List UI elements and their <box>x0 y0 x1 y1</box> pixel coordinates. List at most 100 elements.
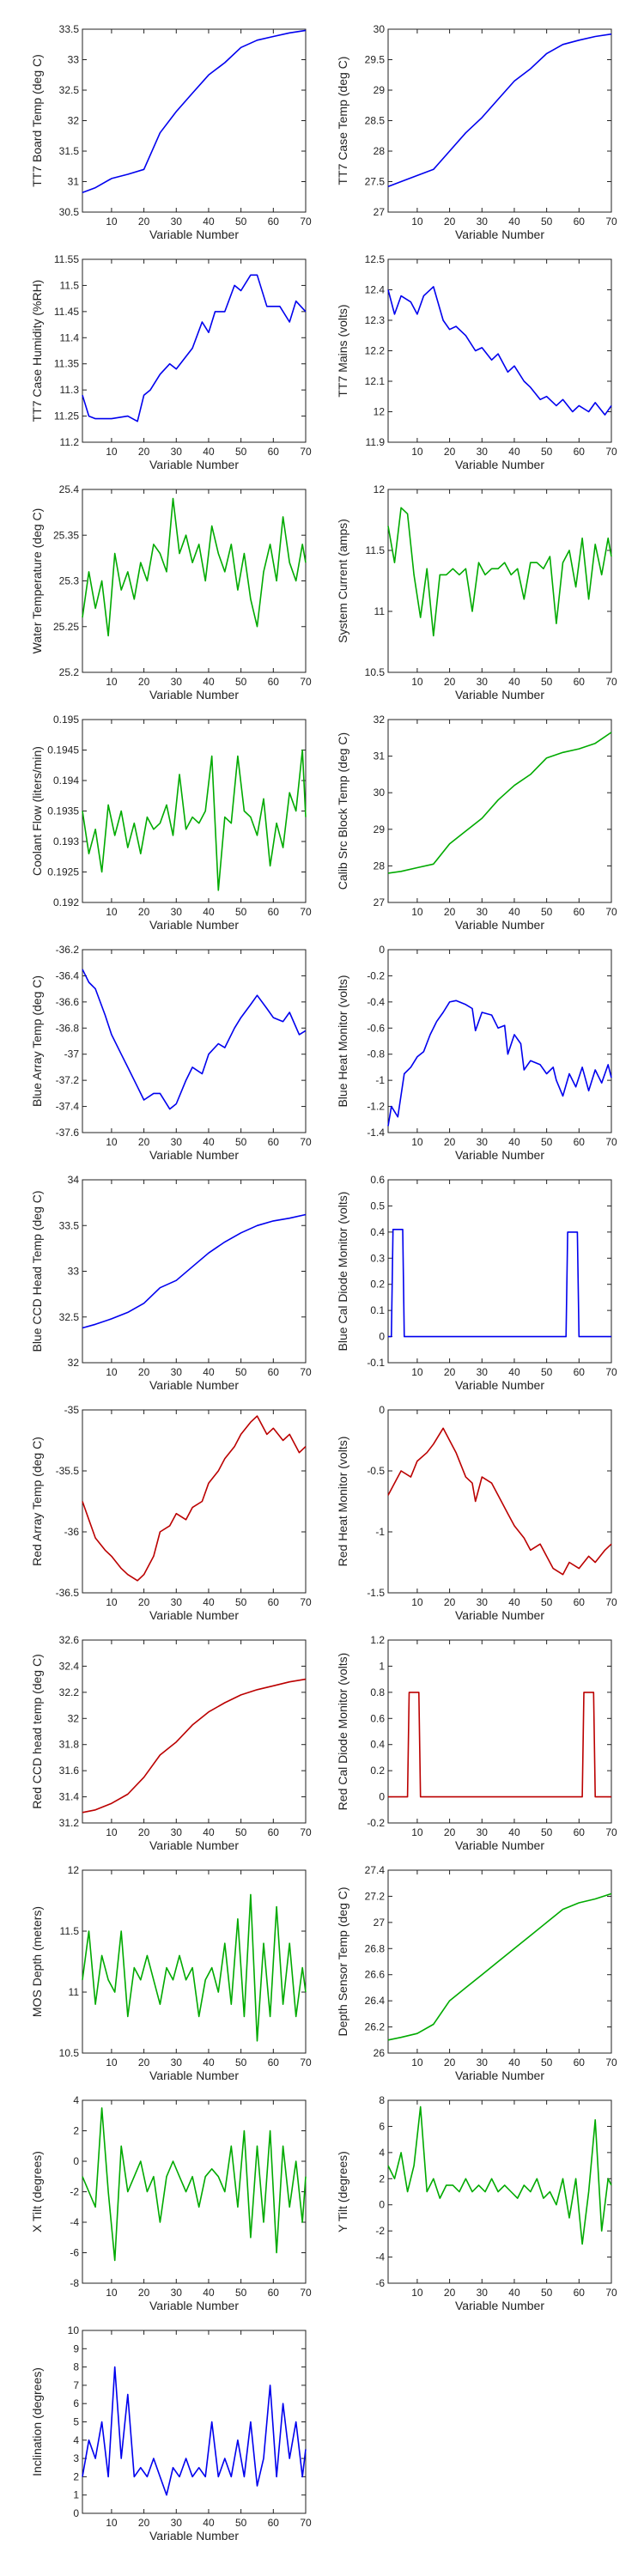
x-tick-label: 30 <box>171 2287 183 2299</box>
plot-frame <box>82 28 307 213</box>
series-line <box>388 1229 611 1338</box>
x-tick-label: 20 <box>444 2057 456 2069</box>
y-tick-label: 4 <box>73 2434 79 2446</box>
chart-panel: 10 20 30 40 50 60 70 -37.6 -37.4 -37.2 -37 -36.8 -36… <box>30 944 312 1162</box>
x-axis-label: Variable Number <box>149 2529 239 2543</box>
y-tick-label: 12.2 <box>365 345 386 357</box>
plot-frame <box>387 1179 612 1364</box>
x-tick-label: 10 <box>411 2057 423 2069</box>
x-tick-label: 50 <box>541 446 553 458</box>
x-tick-label: 70 <box>300 1596 312 1608</box>
x-tick-label: 40 <box>508 216 520 228</box>
series-line <box>82 1415 307 1582</box>
chart-panel: 10 20 30 40 50 60 70 27 28 29 30 31 32 Variable Numbe… <box>336 714 617 932</box>
y-tick-label: 2 <box>73 2125 79 2137</box>
y-tick-label: 10.5 <box>59 2047 80 2059</box>
y-tick-label: 11.5 <box>366 544 386 556</box>
y-axis-label: System Current (amps) <box>336 519 349 643</box>
x-axis-label: Variable Number <box>149 2069 239 2082</box>
y-tick-label: 32.5 <box>59 84 80 96</box>
x-tick-label: 70 <box>605 1826 617 1838</box>
x-tick-label: 60 <box>268 2517 280 2529</box>
y-axis-label: Calib Src Block Temp (deg C) <box>336 732 349 890</box>
y-tick-label: 27 <box>374 896 386 908</box>
x-tick-label: 20 <box>444 906 456 918</box>
y-tick-label: -37.2 <box>56 1074 80 1086</box>
x-tick-label: 70 <box>605 676 617 688</box>
x-tick-label: 70 <box>605 906 617 918</box>
x-axis-label: Variable Number <box>149 1148 239 1162</box>
x-tick-label: 10 <box>106 1596 118 1608</box>
y-tick-label: 31.8 <box>59 1739 80 1751</box>
x-tick-label: 50 <box>541 906 553 918</box>
x-tick-label: 30 <box>171 446 183 458</box>
y-tick-label: -35.5 <box>56 1465 80 1477</box>
y-axis-label: Blue Heat Monitor (volts) <box>336 975 349 1107</box>
y-tick-label: 0 <box>379 1331 385 1343</box>
x-tick-label: 20 <box>444 1136 456 1148</box>
x-tick-label: 30 <box>477 446 489 458</box>
x-tick-label: 20 <box>444 2287 456 2299</box>
chart-panel: 10 20 30 40 50 60 702727.52828.52929.530Variab… <box>336 23 617 241</box>
plot-frame <box>82 1869 307 2054</box>
x-tick-label: 20 <box>138 2287 150 2299</box>
series-line <box>387 732 612 874</box>
y-tick-label: 11.35 <box>54 358 79 370</box>
y-tick-label: -37.4 <box>56 1101 80 1113</box>
x-tick-label: 30 <box>171 1826 183 1838</box>
y-tick-label: 12.4 <box>365 284 386 296</box>
x-axis-label: Variable Number <box>149 1608 239 1622</box>
plot-frame <box>82 719 307 903</box>
y-tick-label: 0.2 <box>370 1279 385 1291</box>
x-axis-label: Variable Number <box>455 918 544 932</box>
y-axis-label: Red Cal Diode Monitor (volts) <box>336 1653 349 1811</box>
x-tick-label: 40 <box>203 1136 215 1148</box>
chart-panel: 10 20 30 40 50 60 70 30.5 31 31.5 32 32.5 33 33.5 Vari… <box>30 23 312 241</box>
x-tick-label: 60 <box>574 1136 586 1148</box>
x-tick-label: 40 <box>203 216 215 228</box>
x-axis-label: Variable Number <box>455 1838 544 1852</box>
y-tick-label: 0.194 <box>53 775 79 787</box>
x-tick-label: 10 <box>411 1596 423 1608</box>
x-tick-label: 60 <box>574 2287 586 2299</box>
x-tick-label: 10 <box>411 2287 423 2299</box>
x-tick-label: 50 <box>541 1596 553 1608</box>
y-tick-label: 3 <box>73 2452 79 2464</box>
y-tick-label: 11.5 <box>60 279 80 291</box>
y-tick-label: -37 <box>64 1048 80 1060</box>
x-tick-label: 30 <box>171 676 183 688</box>
x-tick-label: 70 <box>300 2057 312 2069</box>
y-tick-label: 30 <box>374 23 386 35</box>
chart-panel: 10 20 30 40 50 60 70 32 32.5 33 33.5 34 Variable Num… <box>30 1174 312 1392</box>
y-tick-label: 0.193 <box>53 835 79 848</box>
y-tick-label: 0.195 <box>53 714 79 726</box>
series-line <box>388 1692 611 1798</box>
x-tick-label: 70 <box>605 1596 617 1608</box>
x-axis-label: Variable Number <box>455 1608 544 1622</box>
chart-panel: 10 20 30 40 50 60 70 11.2 11.25 11.3 11.35 11.4 11.4… <box>30 253 312 471</box>
y-tick-label: -36.6 <box>56 996 80 1008</box>
y-tick-label: 1 <box>379 1660 385 1672</box>
x-tick-label: 10 <box>106 1366 118 1378</box>
x-tick-label: 30 <box>477 676 489 688</box>
y-tick-label: 32.5 <box>59 1311 80 1323</box>
chart-panel: 10 20 30 40 50 60 70 11.9 12 12.1 12.2 12.3 12.4 12.5… <box>336 253 617 471</box>
y-tick-label: 11.4 <box>60 331 80 343</box>
x-tick-label: 40 <box>203 1596 215 1608</box>
y-tick-label: 0.1 <box>370 1304 385 1316</box>
x-tick-label: 40 <box>508 1136 520 1148</box>
y-tick-label: 0 <box>379 944 385 956</box>
y-tick-label: 0.5 <box>370 1200 385 1212</box>
series-line <box>82 497 307 637</box>
y-tick-label: 32 <box>68 115 80 127</box>
chart-panel: 10 20 30 40 50 60 70 -0.1 0 0.1 0.2 0.3 0.4 0.5 0.6 Var… <box>336 1174 617 1392</box>
plot-frame <box>82 949 307 1133</box>
y-tick-label: 11.2 <box>60 436 80 448</box>
chart-panel: 10 20 30 40 50 60 70 25.2 25.25 25.3 25.35 25.4 Vari… <box>30 483 312 702</box>
y-tick-label: 27.2 <box>365 1890 386 1902</box>
y-axis-label: Blue Array Temp (deg C) <box>30 975 44 1107</box>
x-axis-label: Variable Number <box>149 1838 239 1852</box>
y-tick-label: 26.2 <box>365 2021 386 2033</box>
x-tick-label: 40 <box>203 2287 215 2299</box>
y-tick-label: -1 <box>375 1526 385 1538</box>
